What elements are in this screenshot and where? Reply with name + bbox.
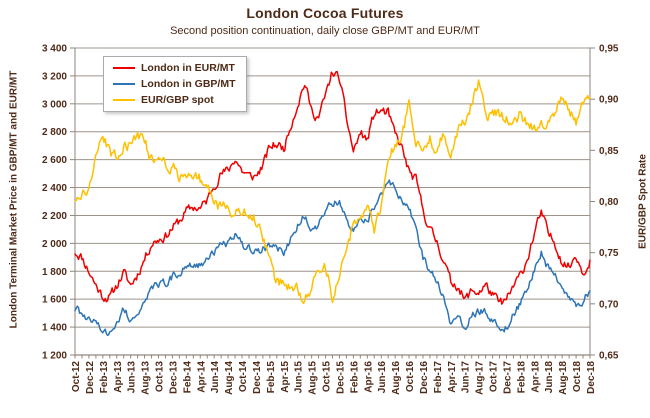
x-axis-tick-label: Jun-16 xyxy=(377,361,388,394)
right-axis-tick-label: 0,85 xyxy=(599,146,619,157)
left-axis-title: London Terminal Market Price in GBP/MT a… xyxy=(8,70,20,329)
legend-line-swatch-spot xyxy=(113,99,135,101)
x-axis-tick-label: Oct-13 xyxy=(155,361,166,393)
x-axis-tick-label: Jun-13 xyxy=(127,361,138,394)
right-axis-title: EUR/GBP Spot Rate xyxy=(637,154,649,249)
legend: London in EUR/MT London in GBP/MT EUR/GB… xyxy=(103,56,248,112)
x-axis-tick-label: Oct-12 xyxy=(71,361,82,393)
left-axis-tick-label: 1 800 xyxy=(42,267,67,278)
right-axis-tick-label: 0,80 xyxy=(599,197,619,208)
x-axis-tick-label: Jun-14 xyxy=(210,361,221,394)
left-axis-tick-label: 1 600 xyxy=(42,295,67,306)
left-axis-tick-label: 3 200 xyxy=(42,71,67,82)
left-axis-tick-label: 1 200 xyxy=(42,351,67,362)
series-line-london-gbp xyxy=(74,179,591,337)
x-axis-tick-label: Feb-16 xyxy=(349,361,360,394)
legend-line-swatch-eur xyxy=(113,67,135,69)
x-axis-tick-label: Jun-18 xyxy=(544,361,555,394)
x-axis-tick-label: Dec-15 xyxy=(335,361,346,394)
x-axis-tick-label: Feb-14 xyxy=(182,361,193,394)
x-axis-tick-label: Apr-13 xyxy=(113,361,124,393)
right-axis-tick-label: 0,90 xyxy=(599,95,619,106)
left-axis-tick-label: 3 000 xyxy=(42,99,67,110)
x-axis-tick-label: Oct-15 xyxy=(322,361,333,393)
x-axis-tick-label: Aug-15 xyxy=(308,361,319,395)
left-axis-tick-label: 2 800 xyxy=(42,127,67,138)
right-axis-tick-label: 0,70 xyxy=(599,299,619,310)
x-axis-tick-label: Apr-16 xyxy=(363,361,374,393)
x-axis-tick-label: Feb-18 xyxy=(516,361,527,394)
legend-item-eur: London in EUR/MT xyxy=(113,62,235,74)
series-line-london-eur xyxy=(74,70,591,305)
x-axis-tick-label: Jun-15 xyxy=(294,361,305,394)
x-axis-tick-label: Aug-14 xyxy=(224,361,235,395)
x-axis-tick-label: Dec-12 xyxy=(85,361,96,394)
x-axis-tick-label: Dec-13 xyxy=(168,361,179,394)
left-axis-tick-label: 1 400 xyxy=(42,323,67,334)
x-axis-tick-label: Oct-18 xyxy=(572,361,583,393)
x-axis-tick-label: Aug-16 xyxy=(391,361,402,395)
x-axis-tick-label: Dec-17 xyxy=(502,361,513,394)
right-axis-tick-label: 0,65 xyxy=(599,351,619,362)
chart-subtitle: Second position continuation, daily clos… xyxy=(170,25,480,37)
x-axis-tick-label: Oct-16 xyxy=(405,361,416,393)
x-axis-tick-label: Apr-17 xyxy=(447,361,458,393)
legend-line-swatch-gbp xyxy=(113,83,135,85)
x-axis-tick-label: Jun-17 xyxy=(461,361,472,394)
x-axis-tick-label: Feb-13 xyxy=(99,361,110,394)
x-axis-tick-label: Aug-17 xyxy=(475,361,486,395)
x-axis-tick-label: Apr-14 xyxy=(196,361,207,393)
right-axis-tick-label: 0,75 xyxy=(599,248,619,259)
left-axis-tick-label: 2 400 xyxy=(42,183,67,194)
x-axis-tick-label: Dec-16 xyxy=(419,361,430,394)
legend-label-gbp: London in GBP/MT xyxy=(141,78,236,90)
x-axis-tick-label: Oct-14 xyxy=(238,361,249,393)
left-axis-tick-label: 2 600 xyxy=(42,155,67,166)
x-axis-tick-label: Dec-18 xyxy=(586,361,597,394)
legend-label-eur: London in EUR/MT xyxy=(141,62,235,74)
legend-label-spot: EUR/GBP spot xyxy=(141,94,214,106)
legend-item-spot: EUR/GBP spot xyxy=(113,94,235,106)
x-axis-tick-label: Dec-14 xyxy=(252,361,263,394)
legend-item-gbp: London in GBP/MT xyxy=(113,78,235,90)
right-axis-tick-label: 0,95 xyxy=(599,44,619,55)
left-axis-tick-label: 2 200 xyxy=(42,211,67,222)
x-axis-tick-label: Aug-13 xyxy=(141,361,152,395)
series-line-eurgbp-spot xyxy=(74,79,591,305)
left-axis-tick-label: 2 000 xyxy=(42,239,67,250)
x-axis-tick-label: Apr-18 xyxy=(530,361,541,393)
x-axis-tick-label: Feb-17 xyxy=(433,361,444,394)
x-axis-tick-label: Feb-15 xyxy=(266,361,277,394)
x-axis-tick-label: Apr-15 xyxy=(280,361,291,393)
x-axis-tick-label: Oct-17 xyxy=(489,361,500,393)
left-axis-tick-label: 3 400 xyxy=(42,44,67,55)
chart-title: London Cocoa Futures xyxy=(246,5,404,21)
x-axis-tick-label: Aug-18 xyxy=(558,361,569,395)
